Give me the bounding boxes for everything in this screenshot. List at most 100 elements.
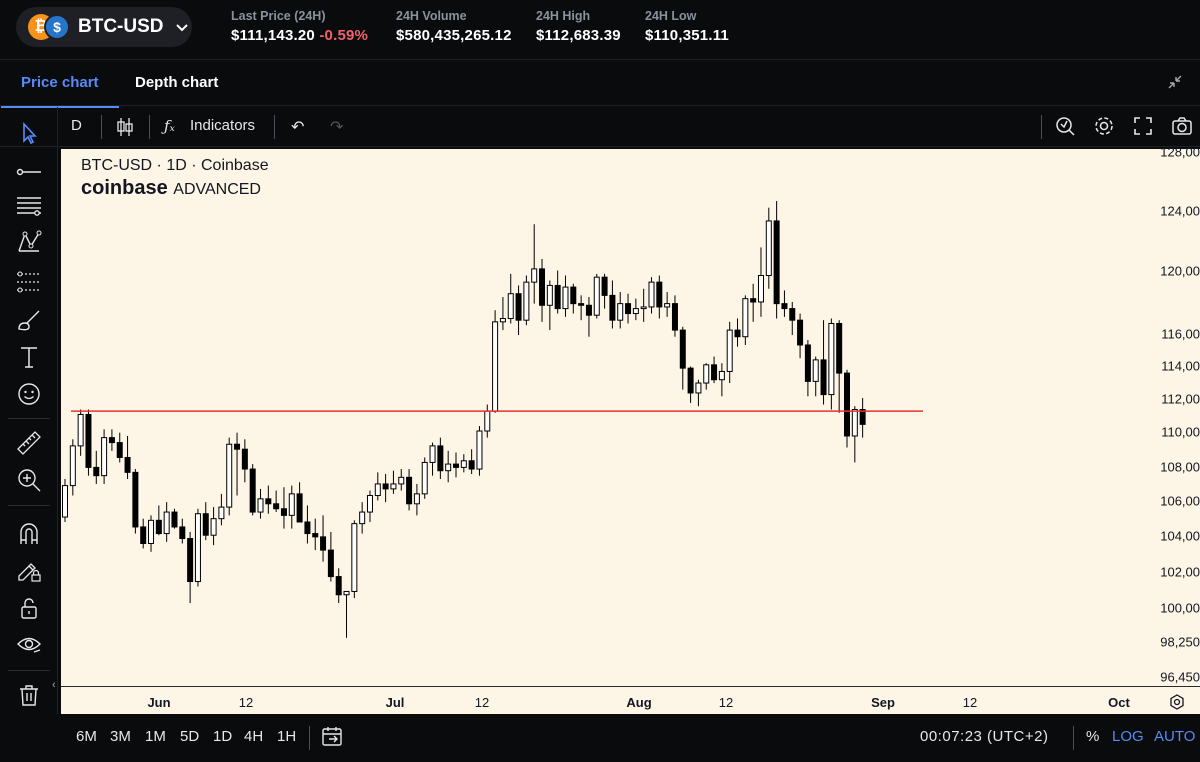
candle-down [578,303,585,306]
timeframe-5d[interactable]: 5D [180,728,200,745]
brand-name: coinbase [81,177,168,199]
magnet-icon[interactable] [15,520,43,548]
interval-selector[interactable]: D [71,117,82,134]
candle-down [804,344,811,382]
candle-up [742,298,749,338]
divider [1041,115,1042,139]
timeframe-6m[interactable]: 6M [76,728,97,745]
last-price-value: $111,143.20 [231,27,315,44]
candle-down [468,460,475,470]
candle-down [320,536,327,551]
axis-settings-icon[interactable] [1168,693,1186,711]
candle-down [585,304,592,316]
stat-24h-volume: 24H Volume $580,435,265.12 [396,9,512,44]
tab-depth-chart[interactable]: Depth chart [135,74,219,91]
chart-legend-title: BTC-USD · 1D · Coinbase [81,157,269,174]
time-tick-label: Jul [385,695,405,710]
time-axis[interactable]: Jun 12 Jul 12 Aug 12 Sep 12 Oct [61,686,1200,714]
candle-up [757,275,764,303]
candle-type-icon[interactable] [116,116,134,138]
date-range-icon[interactable] [321,725,343,747]
camera-icon[interactable] [1171,115,1193,137]
time-tick-label: 12 [718,695,734,710]
candle-down [249,468,256,513]
stat-label: 24H Low [645,9,697,23]
horizontal-lines-icon[interactable] [15,191,43,219]
divider [8,670,50,671]
price-tick-label: 112,00 [1161,391,1200,407]
price-chart-area[interactable]: BTC-USD · 1D · Coinbase coinbase ADVANCE… [61,145,1200,686]
time-tick-label: 12 [474,695,490,710]
candle-down [797,319,804,346]
tab-price-chart[interactable]: Price chart [1,74,118,108]
candle-down [312,533,319,538]
candle-up [390,483,397,490]
ruler-icon[interactable] [15,429,43,457]
pattern-icon[interactable] [15,228,43,256]
price-tick-label: 108,00 [1160,459,1200,475]
candle-up [257,498,264,513]
cursor-icon[interactable] [15,119,43,147]
gear-icon[interactable] [1093,115,1115,137]
redo-icon[interactable]: ↷ [330,119,344,136]
timeframe-3m[interactable]: 3M [110,728,131,745]
eye-icon[interactable] [15,630,43,658]
candle-up [101,437,108,477]
price-axis[interactable]: 128,00 124,00 120,00 116,00 114,00 112,00 110,… [1140,145,1200,686]
candle-up [398,476,405,485]
candle-down [406,476,413,505]
candle-down [280,508,287,516]
collapse-icon[interactable] [1166,73,1184,91]
timeframe-1m[interactable]: 1M [145,728,166,745]
percent-scale-toggle[interactable]: % [1086,728,1100,745]
time-tick-label: Sep [871,695,895,710]
candle-down [335,576,342,596]
pair-icons: ₿ $ [28,14,70,40]
emoji-icon[interactable] [15,380,43,408]
candle-up [163,511,170,535]
timeframe-1h[interactable]: 1H [277,728,297,745]
clock-display[interactable]: 00:07:23 (UTC+2) [920,728,1049,745]
candle-up [421,461,428,495]
candle-down [85,413,92,468]
quick-search-icon[interactable] [1054,115,1076,137]
candle-up [499,318,506,323]
unlock-icon[interactable] [15,594,43,622]
candlestick-series [62,201,923,638]
brush-icon[interactable] [15,307,43,335]
candle-down [296,493,303,523]
price-tick-label: 100,00 [1160,600,1200,616]
undo-icon[interactable]: ↶ [291,119,305,136]
lock-drawing-icon[interactable] [15,556,43,584]
pair-selector[interactable]: ₿ $ BTC-USD [16,7,192,47]
candle-up [695,382,702,394]
function-icon[interactable]: ƒₓ [164,117,175,135]
candle-down [844,372,850,437]
candle-up [69,445,76,487]
trend-line-icon[interactable] [15,158,43,186]
indicators-button[interactable]: Indicators [190,117,256,134]
log-scale-toggle[interactable]: LOG [1112,728,1144,745]
text-icon[interactable] [15,343,43,371]
candle-up [366,495,373,513]
timeframe-1d[interactable]: 1D [213,728,233,745]
chart-toolbar: D ƒₓ Indicators ↶ ↷ [0,107,1200,147]
candle-up [851,409,858,437]
timeframe-4h[interactable]: 4H [244,728,264,745]
candle-down [656,281,663,308]
auto-scale-toggle[interactable]: AUTO [1154,728,1196,745]
candle-up [429,445,436,463]
candle-up [640,306,647,310]
candle-up [460,460,467,468]
zoom-in-icon[interactable] [15,466,43,494]
trash-icon[interactable] [15,681,43,709]
candle-up [218,506,225,520]
price-tick-label: 120,00 [1160,263,1200,279]
price-tick-label: 106,00 [1160,493,1200,509]
market-header: ₿ $ BTC-USD Last Price (24H) $111,143.20… [0,0,1200,60]
forecast-icon[interactable] [15,268,43,296]
candle-up [484,410,491,432]
collapse-toolbar-icon[interactable]: ‹ [52,679,56,691]
candle-up [476,430,483,470]
fullscreen-icon[interactable] [1133,116,1153,136]
